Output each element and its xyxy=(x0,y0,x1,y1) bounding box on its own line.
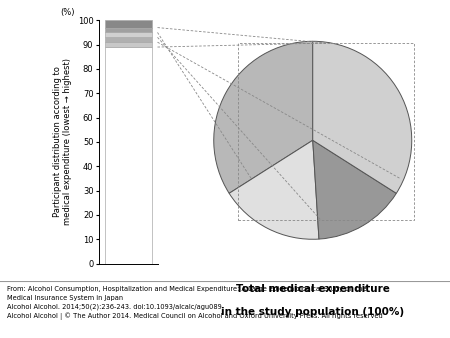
Wedge shape xyxy=(229,140,319,239)
Bar xyxy=(105,47,152,264)
Bar xyxy=(105,28,152,32)
Text: From: Alcohol Consumption, Hospitalization and Medical Expenditure: A Large Epid: From: Alcohol Consumption, Hospitalizati… xyxy=(7,286,382,320)
Y-axis label: Participant distribution according to
medical expenditure (lowest → highest): Participant distribution according to me… xyxy=(53,58,72,225)
Bar xyxy=(105,32,152,37)
Text: in the study population (100%): in the study population (100%) xyxy=(221,307,404,317)
Wedge shape xyxy=(313,41,412,193)
Text: Total medical expenditure: Total medical expenditure xyxy=(236,284,390,294)
Bar xyxy=(238,43,414,220)
Wedge shape xyxy=(313,140,396,239)
Bar xyxy=(105,42,152,47)
Text: (%): (%) xyxy=(60,8,75,17)
Bar xyxy=(105,37,152,42)
Bar xyxy=(105,20,152,28)
Wedge shape xyxy=(214,41,313,193)
